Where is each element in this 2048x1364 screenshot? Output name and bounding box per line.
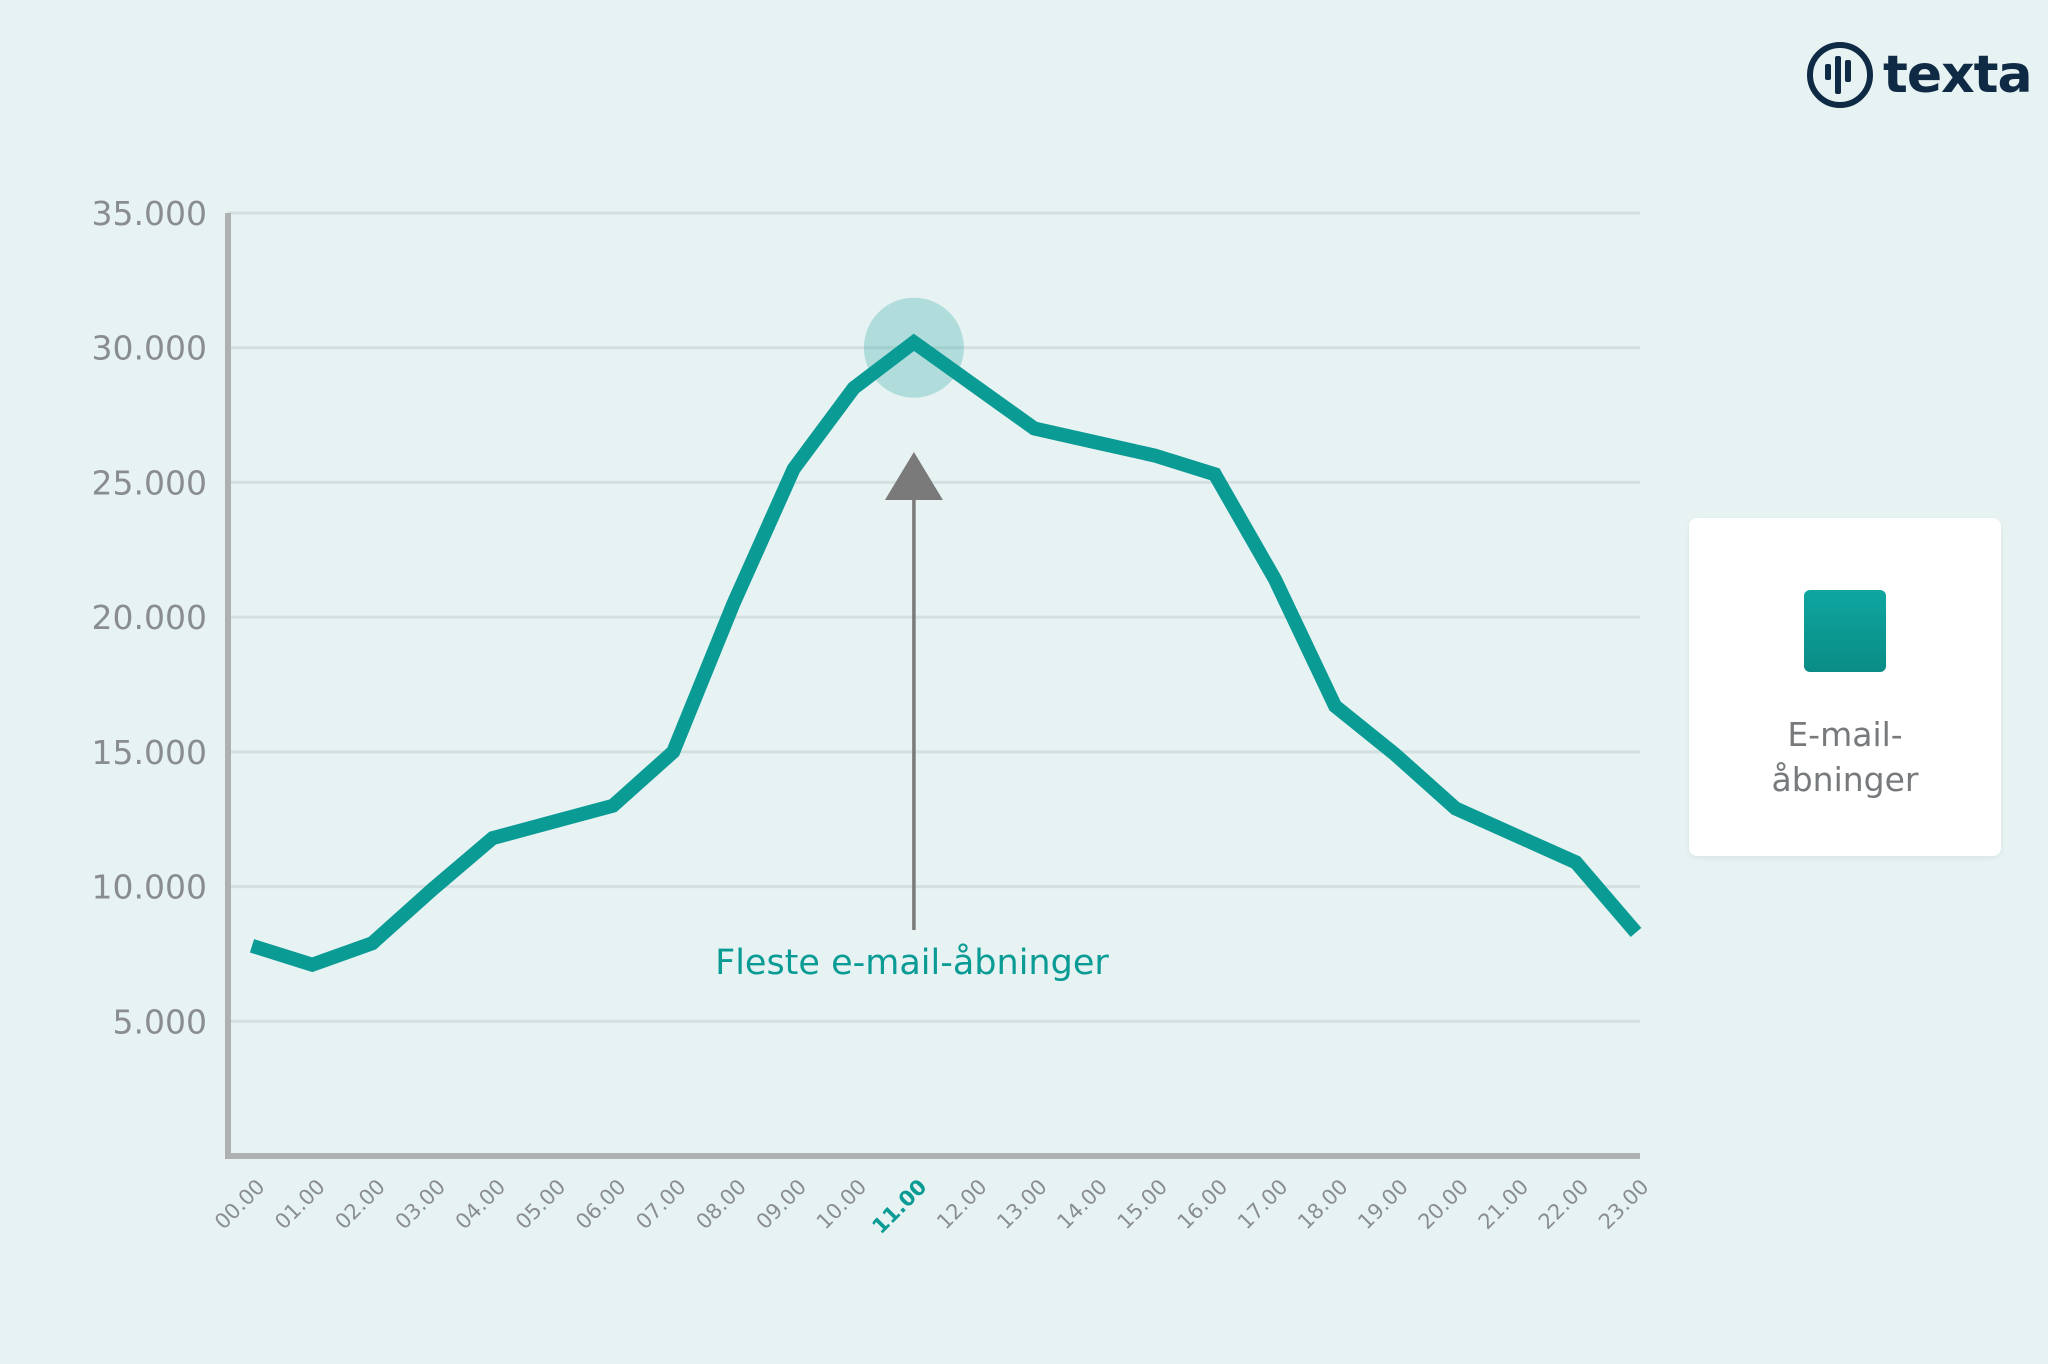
x-tick-label: 07.00 [631,1175,690,1234]
x-tick-label: 06.00 [571,1175,630,1234]
y-tick-label: 30.000 [92,329,207,368]
x-tick-label: 21.00 [1474,1175,1533,1234]
series-line [249,333,1642,973]
gridlines [228,211,1640,1023]
legend-swatch [1804,590,1886,672]
x-tick-label: 18.00 [1293,1175,1352,1234]
x-tick-label: 17.00 [1233,1175,1292,1234]
series-layer [249,333,1642,973]
x-tick-label: 20.00 [1414,1175,1473,1234]
y-tick-label: 35.000 [92,194,207,233]
x-tick-label: 10.00 [812,1175,871,1234]
y-tick-label: 20.000 [92,598,207,637]
x-tick-label: 22.00 [1534,1175,1593,1234]
x-tick-label: 16.00 [1173,1175,1232,1234]
axes [225,213,1640,1159]
x-tick-label: 04.00 [451,1175,510,1234]
x-tick-label: 12.00 [932,1175,991,1234]
x-tick-label: 03.00 [391,1175,450,1234]
x-tick-label: 14.00 [1052,1175,1111,1234]
y-tick-label: 10.000 [92,868,207,907]
x-tick-label: 01.00 [270,1175,329,1234]
legend-label: E-mail-åbninger [1709,712,1981,802]
x-tick-label: 11.00 [867,1175,931,1239]
y-tick-label: 15.000 [92,733,207,772]
texta-logo: texta [1805,36,2033,114]
annotation-arrow-head [884,452,943,500]
y-tick-label: 25.000 [92,463,207,502]
y-axis-ticks: 5.000 10.000 15.000 20.000 25.000 30.000 35.00… [92,194,207,1041]
x-tick-label: 23.00 [1594,1175,1653,1234]
legend-label-line: åbninger [1771,760,1919,799]
logo-text: texta [1883,45,2033,105]
x-tick-label: 05.00 [511,1175,570,1234]
texta-bars-icon [1807,42,1873,108]
annotation: Fleste e-mail-åbninger [715,452,1109,983]
x-tick-label: 13.00 [992,1175,1051,1234]
x-axis-ticks: 00.00 01.00 02.00 03.00 04.00 05.00 06.00 07.00… [210,1175,1653,1239]
x-tick-label: 09.00 [752,1175,811,1234]
annotation-text: Fleste e-mail-åbninger [715,942,1109,983]
x-tick-label: 00.00 [210,1175,269,1234]
legend: E-mail-åbninger [1689,518,2001,856]
x-tick-label: 08.00 [691,1175,750,1234]
y-tick-label: 5.000 [113,1002,207,1041]
legend-label-line: E-mail- [1787,715,1903,754]
x-tick-label: 19.00 [1353,1175,1412,1234]
x-tick-label: 02.00 [330,1175,389,1234]
x-tick-label: 15.00 [1113,1175,1172,1234]
